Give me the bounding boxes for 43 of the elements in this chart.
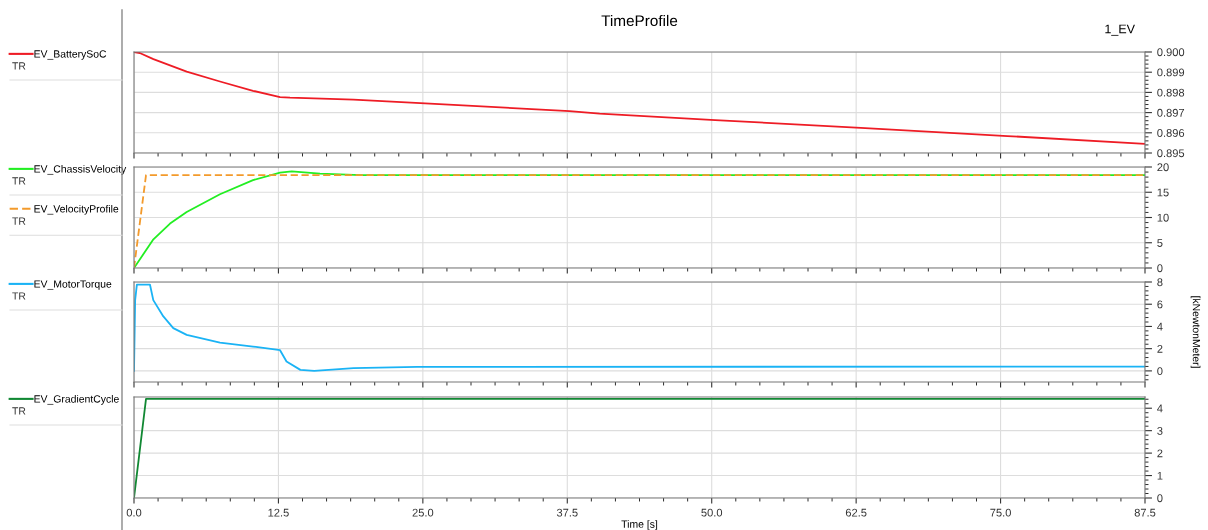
x-tick-label: 37.5: [556, 508, 578, 517]
text: TR: [12, 62, 26, 70]
legend-label: EV_BatterySoC: [34, 50, 107, 60]
y-tick-label: 2: [1157, 344, 1163, 353]
y-tick-label: 0.897: [1157, 108, 1185, 117]
y-tick-label: 4: [1157, 404, 1163, 413]
x-tick-label: 25.0: [412, 508, 434, 517]
legend-label: EV_VelocityProfile: [34, 204, 119, 215]
y-tick-label: 0.895: [1157, 149, 1185, 158]
legend-label: EV_ChassisVelocity: [34, 164, 127, 175]
y-tick-label: 0: [1157, 264, 1163, 273]
y-tick-label: 0: [1157, 367, 1163, 376]
y-tick-label: 0.896: [1157, 129, 1185, 137]
y-tick-label: 0.900: [1157, 48, 1185, 57]
y-tick-label: 3: [1157, 426, 1163, 435]
y-tick-label: 6: [1157, 300, 1163, 309]
y-tick-label: 0: [1157, 494, 1163, 503]
y-tick-label: 0.899: [1157, 68, 1185, 77]
legend-label: EV_MotorTorque: [34, 280, 112, 290]
y-tick-label: 10: [1157, 213, 1169, 222]
y2-axis-title: [kNewtonMeter]: [1190, 296, 1201, 368]
y-tick-label: 0.898: [1157, 88, 1185, 97]
text: TR: [12, 217, 26, 225]
text: TR: [12, 292, 26, 300]
x-tick-label: 75.0: [990, 508, 1011, 517]
y-tick-label: 8: [1157, 278, 1163, 287]
x-tick-label: 50.0: [701, 508, 723, 517]
y-tick-label: 15: [1157, 188, 1169, 197]
x-tick-label: 12.5: [268, 508, 289, 517]
y-tick-label: 5: [1157, 239, 1163, 247]
x-axis-title: Time [s]: [621, 520, 658, 530]
y-tick-label: 4: [1157, 322, 1163, 331]
y-tick-label: 20: [1157, 163, 1169, 172]
y-tick-label: 2: [1157, 449, 1163, 458]
x-tick-label: 0.0: [126, 508, 142, 517]
chart-title: TimeProfile: [601, 14, 678, 27]
x-tick-label: 62.5: [845, 508, 867, 517]
text: TR: [12, 407, 26, 415]
x-tick-label: 87.5: [1134, 508, 1156, 517]
legend-label: EV_GradientCycle: [34, 394, 119, 405]
y-tick-label: 1: [1157, 471, 1163, 480]
chart-subtitle: 1_EV: [1105, 24, 1135, 36]
text: TR: [12, 177, 26, 185]
